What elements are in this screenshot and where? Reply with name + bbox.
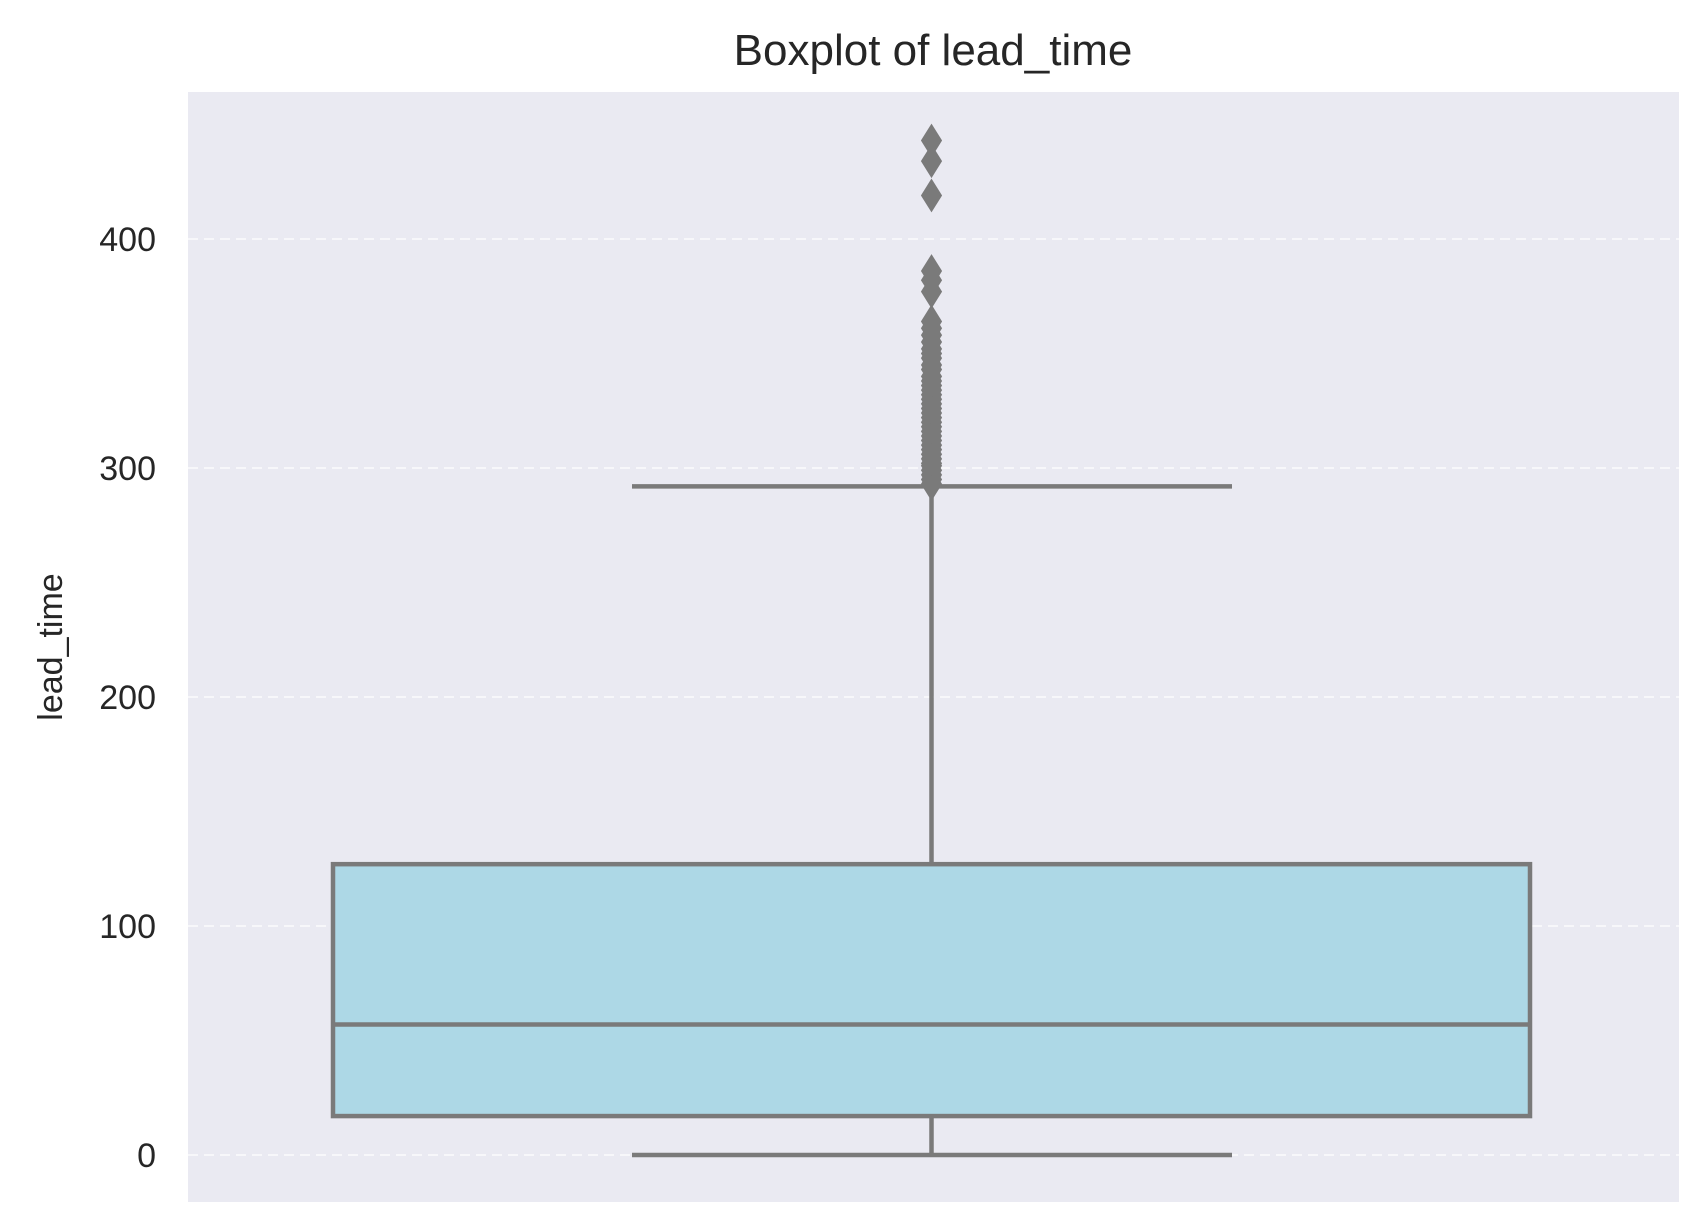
y-tick-label-100: 100 bbox=[99, 908, 156, 946]
y-tick-label-400: 400 bbox=[99, 221, 156, 259]
iqr-box bbox=[330, 861, 1533, 1119]
outlier-points bbox=[920, 123, 943, 501]
outlier-point bbox=[920, 304, 943, 339]
box-series bbox=[330, 484, 1533, 1158]
y-axis-label: lead_time bbox=[32, 573, 70, 720]
y-tick-label-200: 200 bbox=[99, 679, 156, 717]
outlier-point bbox=[920, 123, 943, 158]
y-tick-label-300: 300 bbox=[99, 450, 156, 488]
chart-title: Boxplot of lead_time bbox=[734, 26, 1133, 75]
outlier-point bbox=[920, 144, 943, 179]
y-tick-label-0: 0 bbox=[137, 1137, 156, 1175]
outlier-point bbox=[920, 178, 943, 213]
outlier-point bbox=[920, 254, 943, 289]
y-axis-ticks: 0 100 200 300 400 bbox=[99, 221, 156, 1175]
